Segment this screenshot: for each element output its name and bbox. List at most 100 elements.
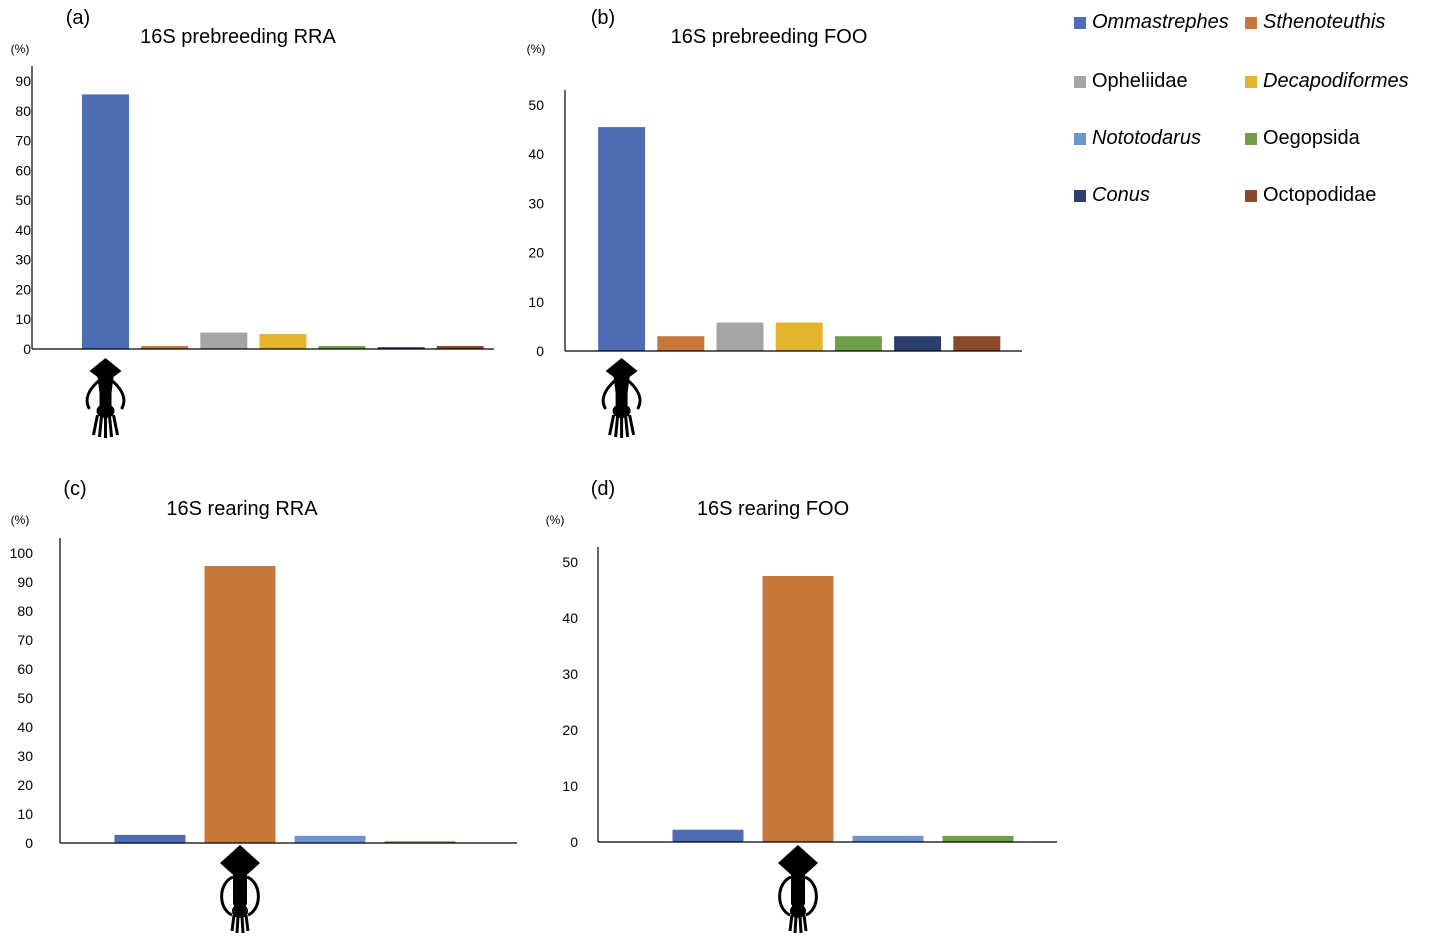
y-tick-label: 20 [17, 777, 33, 793]
bar-oegopsida [942, 835, 1014, 842]
y-tick-label: 70 [15, 133, 31, 149]
legend-swatch [1074, 75, 1086, 88]
y-tick-label: 20 [562, 722, 578, 738]
y-tick-label: 20 [15, 281, 31, 297]
squid-flat-fins-icon [601, 356, 642, 440]
legend-label: Nototodarus [1092, 127, 1201, 149]
panel-label: (c) [63, 478, 86, 500]
bar-ommastrephes [672, 829, 744, 842]
bar-ommastrephes [82, 94, 129, 350]
y-tick-label: 0 [536, 343, 544, 359]
legend-item-nototodarus: Nototodarus [1074, 127, 1201, 150]
y-tick-label: 40 [528, 146, 544, 162]
legend-item-opheliidae: Opheliidae [1074, 70, 1188, 93]
bar-octopodidae [953, 336, 1001, 351]
bar-oegopsida [384, 841, 456, 843]
legend-swatch [1245, 132, 1257, 145]
squid-flat-fins-icon [85, 356, 126, 440]
bar-decapodiformes [775, 322, 823, 351]
y-axis-unit: (%) [11, 42, 30, 56]
legend-swatch [1074, 189, 1086, 202]
y-tick-label: 50 [15, 192, 31, 208]
bar-sthenoteuthis [657, 336, 705, 351]
legend-label: Octopodidae [1263, 184, 1377, 206]
y-axis-unit: (%) [546, 513, 565, 527]
y-tick-label: 10 [15, 311, 31, 327]
squid-diamond-fins-icon [776, 843, 820, 935]
y-tick-label: 50 [17, 690, 33, 706]
legend-swatch [1074, 132, 1086, 145]
chart-panel-3: (c) 16S rearing RRA (%) 0 10 20 30 40 50 60 70 80 90… [10, 478, 517, 935]
bar-nototodarus [294, 835, 366, 844]
legend-item-ommastrephes: Ommastrephes [1074, 11, 1229, 34]
chart-panel-4: (d) 16S rearing FOO (%) 0 10 20 30 40 50 [546, 478, 1057, 935]
chart-panel-2: (b) 16S prebreeding FOO (%) 0 10 20 30 40 50 [527, 7, 1022, 440]
y-tick-label: 40 [17, 719, 33, 735]
y-tick-label: 30 [562, 666, 578, 682]
bar-sthenoteuthis [204, 566, 276, 843]
legend-swatch [1245, 189, 1257, 202]
y-tick-label: 10 [562, 778, 578, 794]
bar-sthenoteuthis [762, 576, 834, 842]
bar-sthenoteuthis [141, 346, 189, 349]
legend-label: Oegopsida [1263, 127, 1360, 149]
y-tick-label: 0 [570, 834, 578, 850]
y-tick-label: 0 [23, 341, 31, 357]
chart-panel-1: (a) 16S prebreeding RRA (%) 0 10 20 30 40 50 60 70… [11, 7, 494, 440]
legend-item-conus: Conus [1074, 184, 1150, 207]
bar-octopodidae [436, 346, 484, 349]
y-tick-label: 30 [15, 252, 31, 268]
chart-title: 16S prebreeding FOO [671, 26, 868, 48]
bar-decapodiformes [259, 334, 307, 349]
y-tick-label: 40 [15, 222, 31, 238]
y-axis-unit: (%) [527, 42, 546, 56]
y-tick-label: 50 [562, 554, 578, 570]
bar-ommastrephes [598, 127, 646, 351]
legend-item-oegopsida: Oegopsida [1245, 127, 1360, 150]
panel-label: (b) [591, 7, 615, 29]
legend-item-decapodiformes: Decapodiformes [1245, 70, 1409, 93]
chart-title: 16S rearing RRA [166, 498, 318, 520]
bar-nototodarus [852, 835, 924, 842]
bar-conus [377, 347, 425, 349]
y-tick-label: 50 [528, 97, 544, 113]
y-tick-label: 10 [17, 806, 33, 822]
y-tick-label: 30 [528, 195, 544, 211]
y-tick-label: 100 [10, 545, 34, 561]
chart-title: 16S rearing FOO [697, 498, 849, 520]
legend-label: Opheliidae [1092, 70, 1188, 92]
y-tick-label: 90 [17, 574, 33, 590]
y-tick-label: 70 [17, 632, 33, 648]
y-tick-label: 40 [562, 610, 578, 626]
legend-label: Conus [1092, 184, 1150, 206]
legend-label: Sthenoteuthis [1263, 11, 1386, 33]
y-tick-label: 60 [17, 661, 33, 677]
y-tick-label: 60 [15, 162, 31, 178]
bar-oegopsida [318, 346, 366, 349]
y-tick-label: 0 [25, 835, 33, 851]
legend-item-octopodidae: Octopodidae [1245, 184, 1376, 207]
legend-label: Ommastrephes [1092, 11, 1229, 33]
legend-swatch [1245, 16, 1257, 29]
bar-opheliidae [716, 322, 764, 351]
bar-conus [894, 336, 942, 351]
y-tick-label: 20 [528, 245, 544, 261]
y-tick-label: 80 [17, 603, 33, 619]
squid-diamond-fins-icon [218, 843, 262, 935]
legend-swatch [1074, 16, 1086, 29]
panel-label: (a) [66, 7, 90, 29]
legend: Ommastrephes Sthenoteuthis Opheliidae Decap… [1074, 6, 1434, 216]
bar-oegopsida [834, 336, 882, 351]
panel-label: (d) [591, 478, 615, 500]
y-axis-unit: (%) [11, 513, 30, 527]
legend-label: Decapodiformes [1263, 70, 1409, 92]
legend-swatch [1245, 75, 1257, 88]
y-tick-label: 10 [528, 294, 544, 310]
y-tick-label: 90 [15, 73, 31, 89]
y-tick-label: 80 [15, 103, 31, 119]
legend-item-sthenoteuthis: Sthenoteuthis [1245, 11, 1385, 34]
bar-opheliidae [200, 332, 248, 349]
y-tick-label: 30 [17, 748, 33, 764]
bar-ommastrephes [114, 834, 186, 843]
